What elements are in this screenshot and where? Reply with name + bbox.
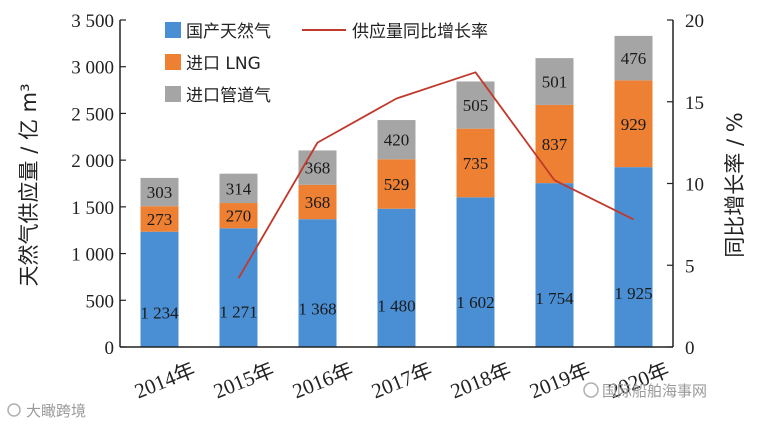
watermark-left: 大瞰跨境 <box>7 402 86 420</box>
bar-pipeline-6 <box>535 58 574 105</box>
bar-lng-1 <box>140 206 179 232</box>
value-label-lng-3: 368 <box>305 193 331 212</box>
y-tick-label-5: 2 500 <box>71 104 114 125</box>
y2-axis-title: 同比增长率 / % <box>723 112 747 257</box>
bar-pipeline-7 <box>614 35 653 81</box>
value-label-domestic-2: 1 271 <box>219 302 257 321</box>
bar-pipeline-3 <box>298 150 337 185</box>
value-label-pipeline-2: 314 <box>226 179 252 198</box>
y-tick-label-0: 0 <box>105 338 115 359</box>
value-label-lng-7: 929 <box>621 115 647 134</box>
value-label-lng-1: 273 <box>147 210 173 229</box>
bar-lng-5 <box>456 128 495 198</box>
y2-tick-label-3: 15 <box>685 93 704 114</box>
value-labels-layer: 1 234 273 303 1 271 270 314 1 368 368 368 1 480 52… <box>140 49 652 322</box>
bar-lng-7 <box>614 80 653 168</box>
watermark-right: 国际船舶海事网 <box>583 382 707 400</box>
bar-domestic-1 <box>140 231 179 347</box>
value-label-pipeline-3: 368 <box>305 159 331 178</box>
y2-tick-label-2: 10 <box>685 175 704 196</box>
bar-lng-6 <box>535 104 574 184</box>
y-axis-title: 天然气供应量 / 亿 m³ <box>17 84 41 287</box>
bars-layer <box>140 35 653 347</box>
value-label-pipeline-5: 505 <box>463 96 489 115</box>
watermark-left-text: 大瞰跨境 <box>26 402 86 420</box>
y-tick-label-1: 500 <box>86 291 115 312</box>
value-label-lng-2: 270 <box>226 207 252 226</box>
y-tick-label-6: 3 000 <box>71 58 114 79</box>
bar-lng-4 <box>377 159 416 209</box>
growth-rate-line <box>237 71 634 279</box>
legend-label-pipeline: 进口管道气 <box>186 86 271 106</box>
watermark-right-text: 国际船舶海事网 <box>602 382 707 400</box>
value-label-domestic-6: 1 754 <box>535 289 574 308</box>
value-label-pipeline-6: 501 <box>542 73 568 92</box>
y-tick-label-4: 2 000 <box>71 151 114 172</box>
bar-domestic-5 <box>456 197 495 347</box>
x-tick-label-4: 2017年 <box>368 358 435 404</box>
legend-label-growth: 供应量同比增长率 <box>352 22 488 42</box>
value-label-domestic-1: 1 234 <box>140 303 179 322</box>
growth-line-layer <box>237 71 634 279</box>
bar-domestic-2 <box>219 228 258 347</box>
y-tick-label-2: 1 000 <box>71 245 114 266</box>
value-label-pipeline-4: 420 <box>384 131 410 150</box>
legend: 国产天然气 进口 LNG 进口管道气 供应量同比增长率 <box>165 22 488 106</box>
value-label-domestic-5: 1 602 <box>456 293 494 312</box>
value-label-lng-5: 735 <box>463 154 489 173</box>
legend-swatch-domestic <box>165 22 181 38</box>
bar-lng-2 <box>219 203 258 229</box>
x-tick-label-6: 2019年 <box>526 358 593 404</box>
x-tick-label-1: 2014年 <box>131 358 198 404</box>
y2-tick-label-1: 5 <box>685 256 695 277</box>
x-tick-label-3: 2016年 <box>289 358 356 404</box>
bar-domestic-6 <box>535 183 574 347</box>
value-label-pipeline-1: 303 <box>147 183 173 202</box>
y-tick-label-7: 3 500 <box>71 11 114 32</box>
legend-label-lng: 进口 LNG <box>186 54 261 74</box>
bar-domestic-7 <box>614 167 653 347</box>
y-tick-label-3: 1 500 <box>71 198 114 219</box>
value-label-domestic-3: 1 368 <box>298 300 336 319</box>
bar-pipeline-1 <box>140 177 179 207</box>
value-label-pipeline-7: 476 <box>621 49 647 68</box>
bar-domestic-4 <box>377 208 416 347</box>
value-label-domestic-7: 1 925 <box>614 284 652 303</box>
legend-label-domestic: 国产天然气 <box>186 22 271 42</box>
value-label-lng-4: 529 <box>384 175 410 194</box>
value-label-lng-6: 837 <box>542 135 568 154</box>
y2-tick-label-4: 20 <box>685 11 704 32</box>
bar-domestic-3 <box>298 219 337 347</box>
bar-pipeline-2 <box>219 173 258 204</box>
x-tick-label-2: 2015年 <box>210 358 277 404</box>
y2-tick-label-0: 0 <box>685 338 695 359</box>
legend-swatch-pipeline <box>165 86 181 102</box>
bar-pipeline-4 <box>377 120 416 160</box>
x-tick-label-5: 2018年 <box>447 358 514 404</box>
legend-swatch-lng <box>165 54 181 70</box>
bar-lng-3 <box>298 184 337 220</box>
value-label-domestic-4: 1 480 <box>377 297 415 316</box>
